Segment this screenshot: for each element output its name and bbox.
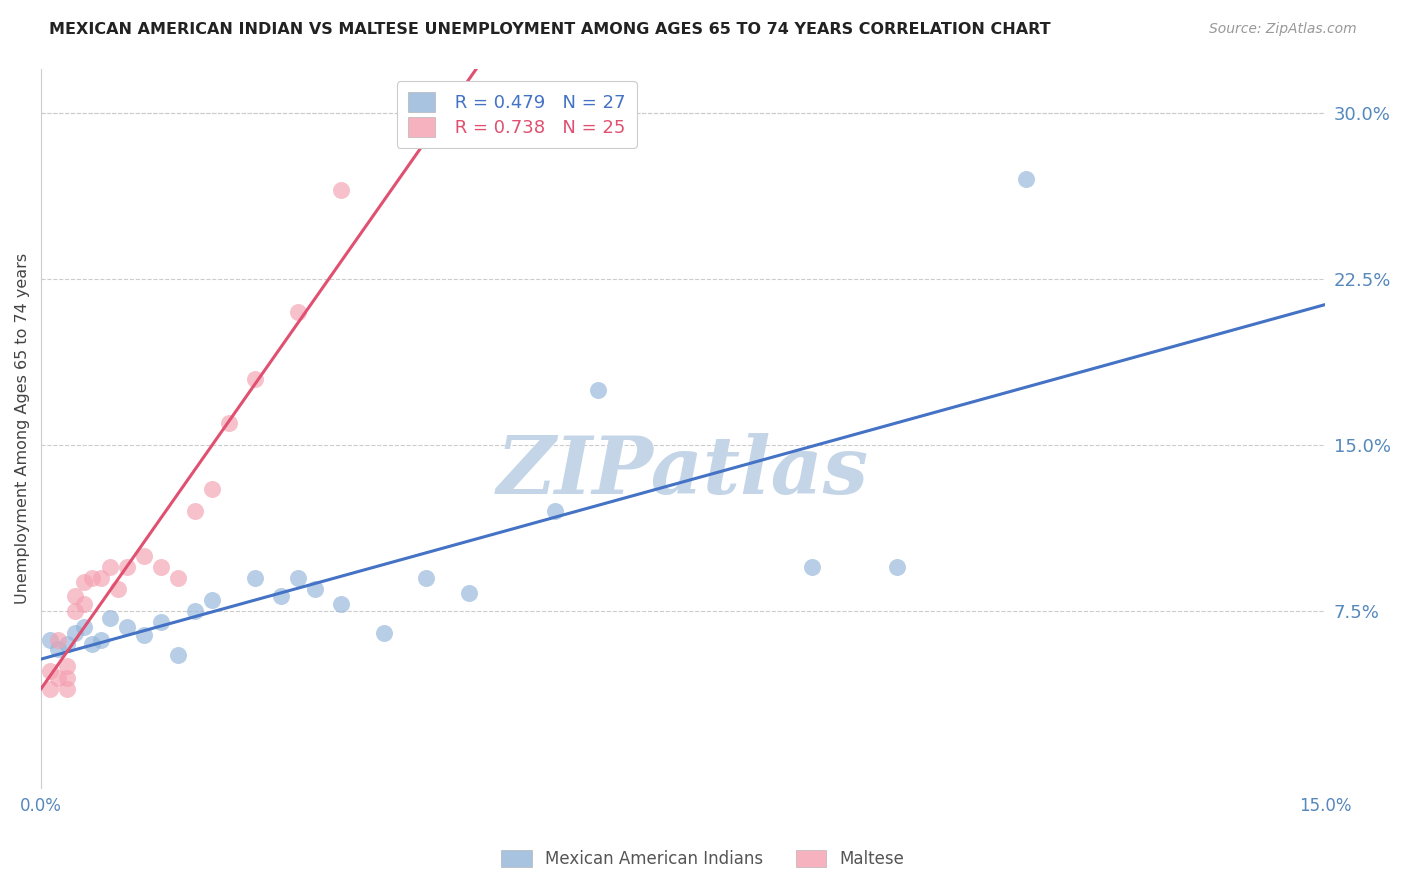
Point: [38, 664, 60, 678]
Text: Source: ZipAtlas.com: Source: ZipAtlas.com: [1209, 22, 1357, 37]
Point: [458, 586, 481, 600]
Point: [586, 383, 609, 397]
Point: [46, 641, 69, 656]
Point: [304, 582, 326, 596]
Point: [73, 598, 96, 612]
Point: [56, 681, 79, 696]
Point: [46, 632, 69, 647]
Point: [149, 615, 172, 629]
Point: [65, 589, 87, 603]
Point: [167, 571, 190, 585]
Legend: Mexican American Indians, Maltese: Mexican American Indians, Maltese: [495, 843, 911, 875]
Point: [373, 626, 395, 640]
Text: ZIPatlas: ZIPatlas: [498, 433, 869, 510]
Point: [243, 571, 266, 585]
Point: [329, 598, 352, 612]
Point: [201, 483, 224, 497]
Point: [329, 183, 352, 197]
Point: [149, 559, 172, 574]
Point: [56, 659, 79, 673]
Point: [287, 305, 309, 319]
Point: [415, 571, 437, 585]
Point: [90, 571, 112, 585]
Point: [218, 416, 240, 430]
Legend:  R = 0.479   N = 27,  R = 0.738   N = 25: R = 0.479 N = 27, R = 0.738 N = 25: [396, 81, 637, 148]
Point: [98, 611, 121, 625]
Point: [46, 671, 69, 685]
Point: [73, 619, 96, 633]
Point: [115, 559, 138, 574]
Point: [107, 582, 129, 596]
Y-axis label: Unemployment Among Ages 65 to 74 years: Unemployment Among Ages 65 to 74 years: [15, 252, 30, 604]
Point: [243, 371, 266, 385]
Text: MEXICAN AMERICAN INDIAN VS MALTESE UNEMPLOYMENT AMONG AGES 65 TO 74 YEARS CORREL: MEXICAN AMERICAN INDIAN VS MALTESE UNEMP…: [49, 22, 1050, 37]
Point: [1014, 172, 1036, 186]
Point: [38, 632, 60, 647]
Point: [56, 671, 79, 685]
Point: [73, 575, 96, 590]
Point: [184, 504, 207, 518]
Point: [38, 681, 60, 696]
Point: [82, 637, 104, 651]
Point: [132, 549, 155, 563]
Point: [287, 571, 309, 585]
Point: [65, 604, 87, 618]
Point: [56, 637, 79, 651]
Point: [800, 559, 823, 574]
Point: [65, 626, 87, 640]
Point: [167, 648, 190, 663]
Point: [98, 559, 121, 574]
Point: [115, 619, 138, 633]
Point: [82, 571, 104, 585]
Point: [201, 593, 224, 607]
Point: [132, 628, 155, 642]
Point: [270, 589, 292, 603]
Point: [90, 632, 112, 647]
Point: [544, 504, 567, 518]
Point: [184, 604, 207, 618]
Point: [886, 559, 908, 574]
